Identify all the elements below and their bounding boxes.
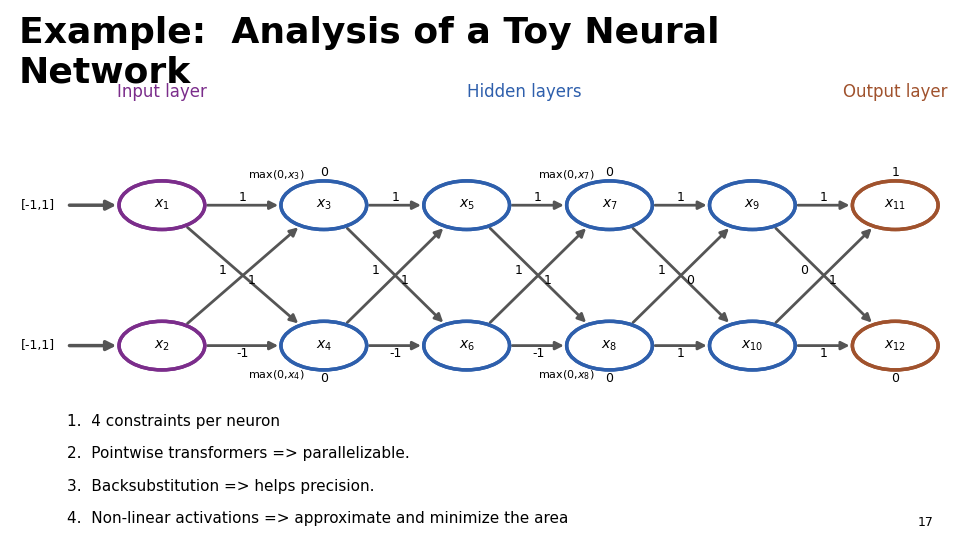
Text: 1: 1 [820,347,828,360]
Text: $x_6$: $x_6$ [459,339,474,353]
Text: 0: 0 [606,372,613,384]
Text: 1: 1 [891,166,900,179]
Text: Input layer: Input layer [117,83,206,101]
Text: -1: -1 [389,347,401,360]
Circle shape [281,181,367,230]
Circle shape [281,321,367,370]
Text: 3.  Backsubstitution => helps precision.: 3. Backsubstitution => helps precision. [66,478,374,494]
Text: 1: 1 [829,274,837,287]
Text: $x_4$: $x_4$ [316,339,332,353]
Text: max(0,$x_7$): max(0,$x_7$) [539,168,595,183]
Text: 0: 0 [320,166,327,179]
Text: max(0,$x_8$): max(0,$x_8$) [539,368,595,382]
Circle shape [423,181,510,230]
Text: [-1,1]: [-1,1] [21,199,55,212]
Text: $x_{10}$: $x_{10}$ [741,339,763,353]
Text: -1: -1 [532,347,544,360]
Text: -1: -1 [237,347,249,360]
Text: $x_8$: $x_8$ [602,339,617,353]
Text: 2.  Pointwise transformers => parallelizable.: 2. Pointwise transformers => paralleliza… [66,446,409,461]
Circle shape [119,321,204,370]
Text: $x_1$: $x_1$ [154,198,170,212]
Text: 0: 0 [686,274,694,287]
Text: $x_{12}$: $x_{12}$ [884,339,906,353]
Text: 1: 1 [400,274,408,287]
Circle shape [852,181,938,230]
Text: 1: 1 [534,191,542,204]
Circle shape [852,321,938,370]
Text: max(0,$x_3$): max(0,$x_3$) [248,168,304,183]
Text: 4.  Non-linear activations => approximate and minimize the area: 4. Non-linear activations => approximate… [66,511,568,526]
Text: 1: 1 [820,191,828,204]
Text: $x_7$: $x_7$ [602,198,617,212]
Text: 0: 0 [320,372,327,384]
Text: 1: 1 [677,191,684,204]
Text: 1: 1 [658,264,665,277]
Text: 1: 1 [543,274,551,287]
Text: 1: 1 [372,264,380,277]
Text: 1: 1 [392,191,399,204]
Text: 1: 1 [239,191,247,204]
Circle shape [709,321,795,370]
Text: Output layer: Output layer [843,83,948,101]
Text: 1: 1 [677,347,684,360]
Circle shape [423,321,510,370]
Text: $x_9$: $x_9$ [744,198,760,212]
Text: 1: 1 [219,264,227,277]
Circle shape [119,181,204,230]
Text: [-1,1]: [-1,1] [21,339,55,352]
Text: 1: 1 [515,264,523,277]
Text: 1: 1 [248,274,255,287]
Text: $x_{11}$: $x_{11}$ [884,198,906,212]
Text: max(0,$x_4$): max(0,$x_4$) [248,368,304,382]
Circle shape [566,181,653,230]
Text: Hidden layers: Hidden layers [467,83,581,101]
Text: $x_2$: $x_2$ [154,339,170,353]
Text: 0: 0 [606,166,613,179]
Text: 1.  4 constraints per neuron: 1. 4 constraints per neuron [66,414,279,429]
Text: Example:  Analysis of a Toy Neural
Network: Example: Analysis of a Toy Neural Networ… [19,16,720,90]
Text: $x_3$: $x_3$ [316,198,332,212]
Text: 0: 0 [891,372,900,384]
Text: 17: 17 [918,516,933,529]
Circle shape [709,181,795,230]
Text: $x_5$: $x_5$ [459,198,474,212]
Circle shape [566,321,653,370]
Text: 0: 0 [801,264,808,277]
